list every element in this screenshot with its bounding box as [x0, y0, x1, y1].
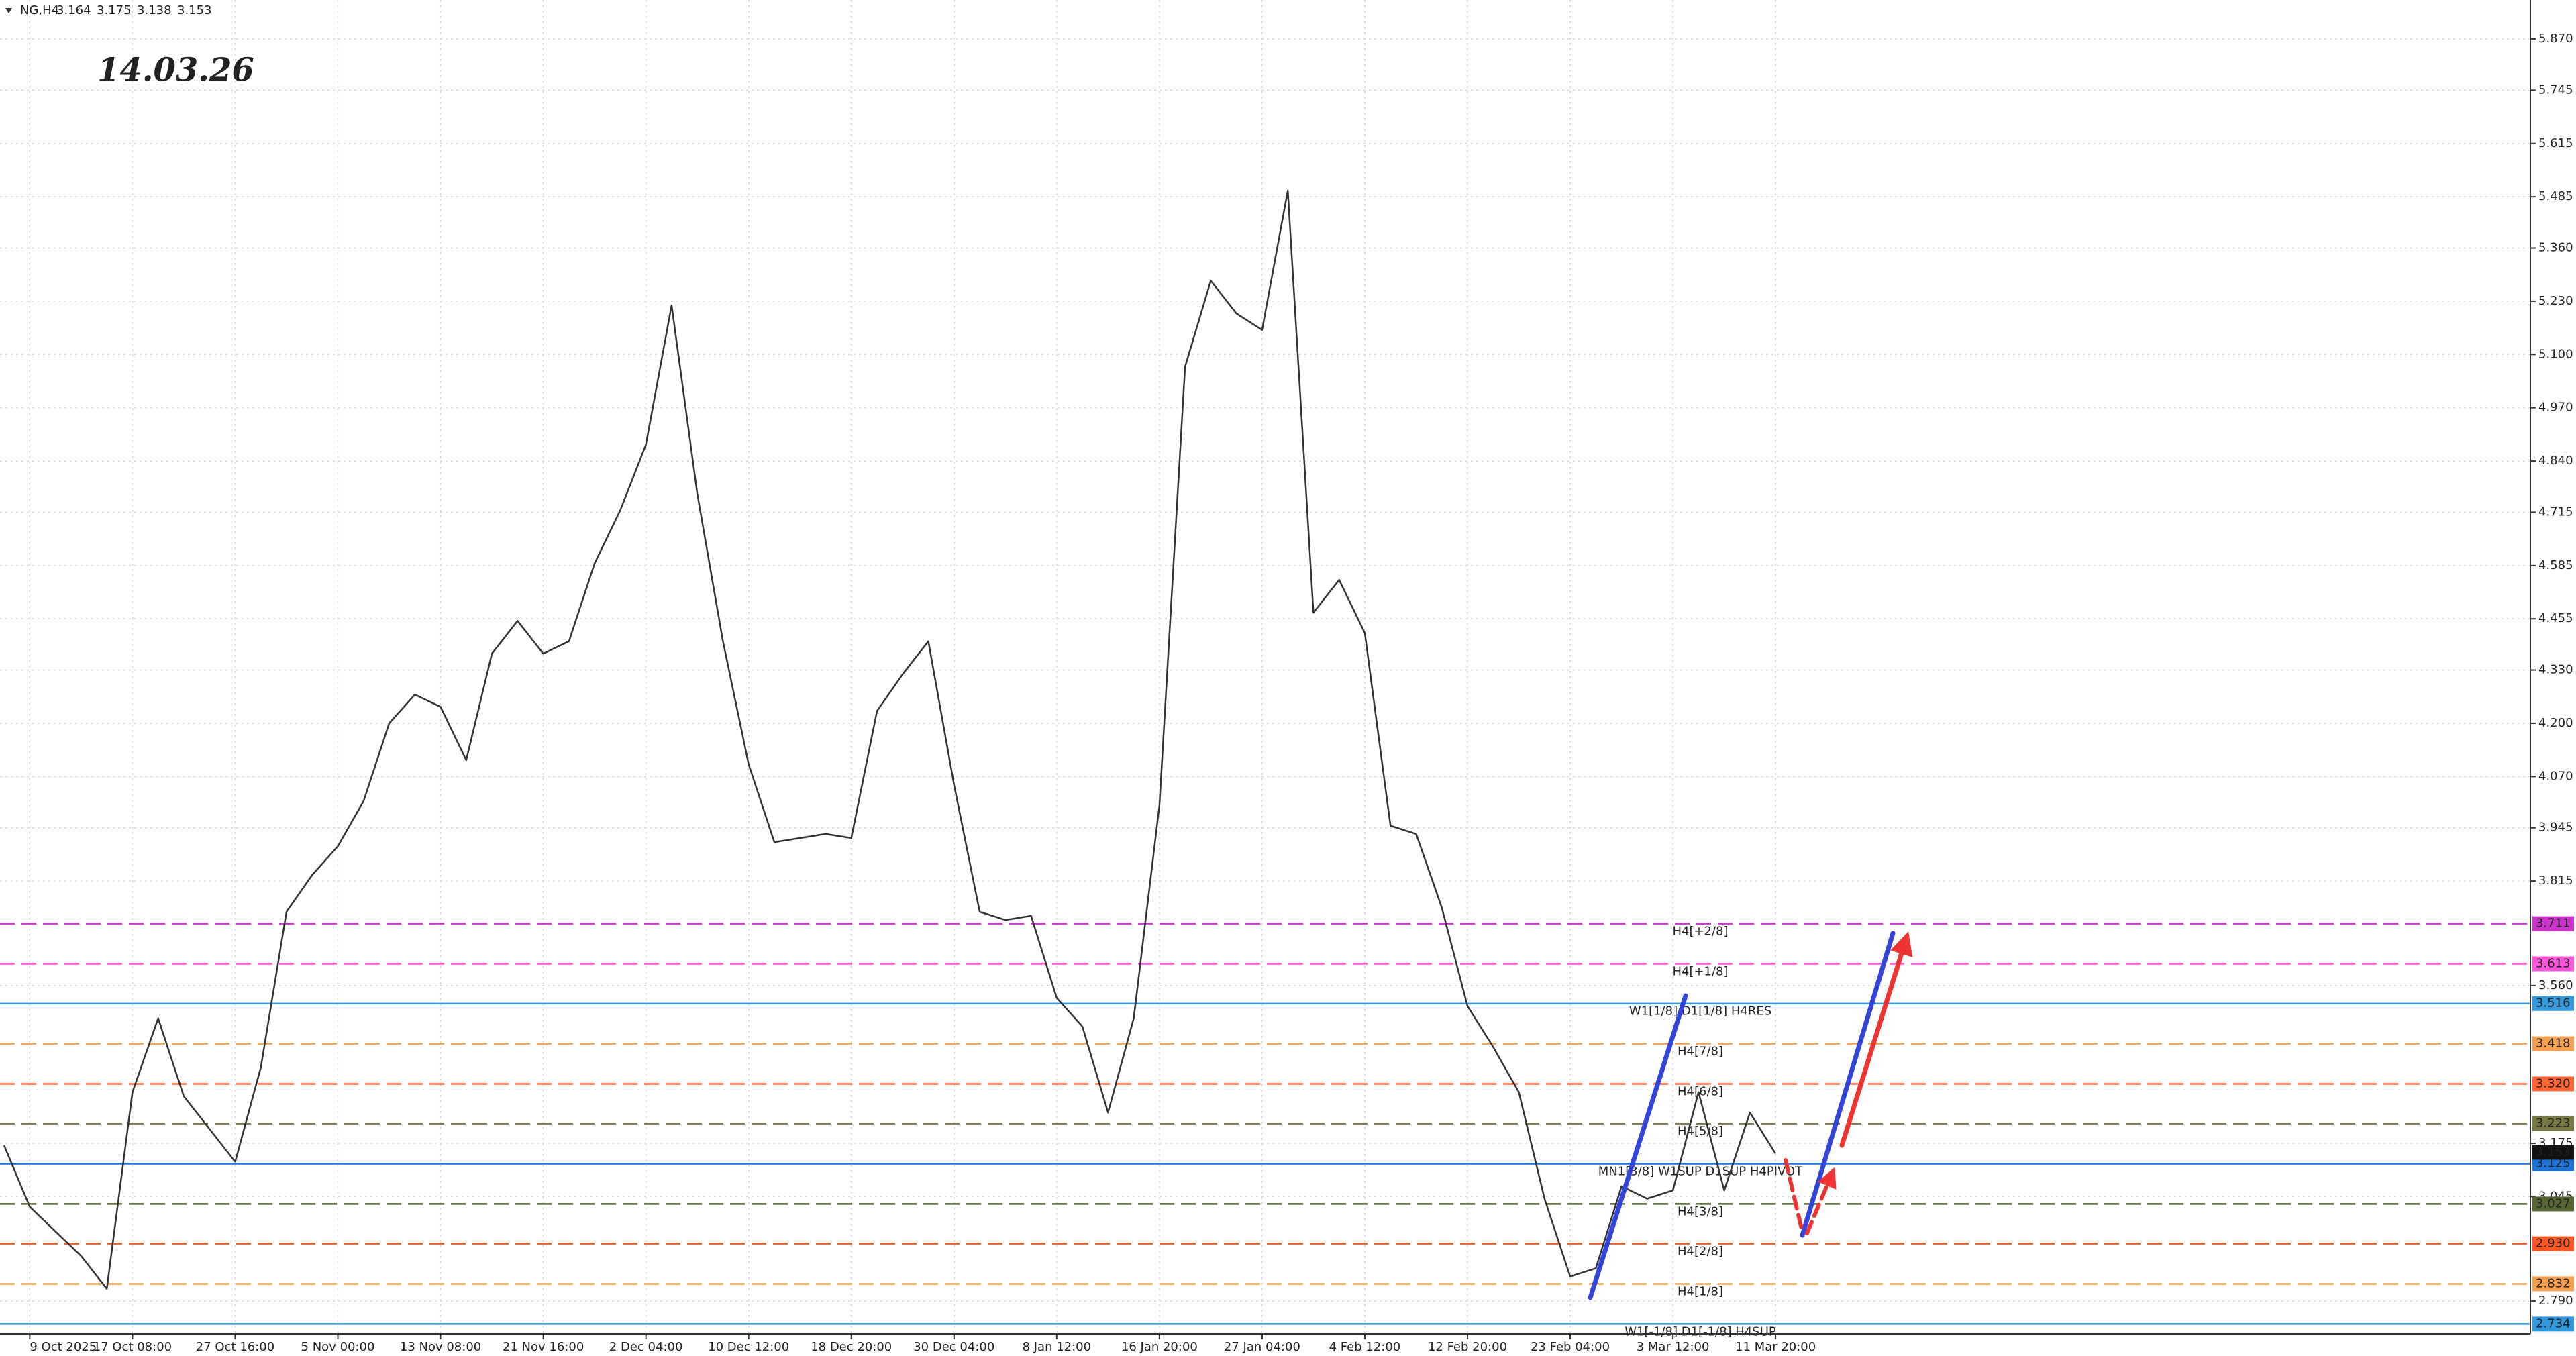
- y-tick-label: 5.100: [2538, 347, 2573, 361]
- y-tick-label: 4.715: [2538, 505, 2573, 519]
- price-tag-label: 3.320: [2536, 1076, 2571, 1090]
- price-tag-label: 3.613: [2536, 956, 2571, 970]
- level-label: H4[+1/8]: [1672, 964, 1728, 978]
- level-label: H4[6/8]: [1678, 1084, 1723, 1098]
- y-tick-label: 5.870: [2538, 32, 2573, 46]
- y-tick-label: 4.840: [2538, 454, 2573, 468]
- price-tag-label: 2.930: [2536, 1237, 2571, 1251]
- price-tag-label: 3.125: [2536, 1157, 2571, 1171]
- y-tick-label: 3.945: [2538, 821, 2573, 835]
- menu-triangle: [5, 8, 12, 13]
- x-tick-label: 3 Mar 12:00: [1637, 1340, 1710, 1354]
- level-label: H4[3/8]: [1678, 1204, 1723, 1218]
- x-tick-label: 9 Oct 2025: [30, 1340, 97, 1354]
- x-tick-label: 11 Mar 20:00: [1735, 1340, 1816, 1354]
- price-tag: [2532, 1156, 2574, 1171]
- price-tag: [2532, 1076, 2574, 1092]
- x-tick-label: 5 Nov 00:00: [301, 1340, 375, 1354]
- level-label: H4[2/8]: [1678, 1245, 1723, 1259]
- levels: H4[+2/8] H4[+1/8] W1[1/8] D1[1/8] H4RES H4[…: [0, 923, 2530, 1339]
- axes: 5.870 5.745 5.615 5.485 5.360 5.230 5.100 4.970…: [29, 32, 2574, 1354]
- price-tag-label: 3.223: [2536, 1116, 2571, 1131]
- price-tag-label: 2.832: [2536, 1276, 2571, 1290]
- x-tick-label: 18 Dec 20:00: [811, 1340, 892, 1354]
- last-price-label: 3.153: [2536, 1145, 2571, 1159]
- x-tick-label: 21 Nov 16:00: [503, 1340, 584, 1354]
- price-tag-label: 3.516: [2536, 996, 2571, 1010]
- price-tag: [2532, 1316, 2574, 1332]
- y-tick-label: 5.485: [2538, 189, 2573, 203]
- red-dashed-arrow: [1784, 1158, 1804, 1234]
- series: [3, 189, 1777, 1290]
- level-label: W1[1/8] D1[1/8] H4RES: [1629, 1004, 1771, 1019]
- price-tag: [2532, 996, 2574, 1011]
- price-tag-label: 3.711: [2536, 917, 2571, 931]
- level-label: H4[5/8]: [1678, 1125, 1723, 1139]
- x-tick-label: 13 Nov 08:00: [400, 1340, 481, 1354]
- x-tick-label: 10 Dec 12:00: [708, 1340, 789, 1354]
- blue-arrow-line: [1588, 993, 1688, 1300]
- price-tag-label: 2.734: [2536, 1316, 2571, 1331]
- x-tick-label: 27 Oct 16:00: [196, 1340, 274, 1354]
- level-label: H4[+2/8]: [1672, 925, 1728, 939]
- level-label: H4[1/8]: [1678, 1284, 1723, 1298]
- price-tag: [2532, 956, 2574, 972]
- price-tag: [2532, 1116, 2574, 1131]
- quote-high: 3.175: [97, 3, 132, 17]
- y-tick-label: 5.615: [2538, 136, 2573, 150]
- annotation-arrows: [1588, 931, 1913, 1300]
- price-tag: [2532, 1236, 2574, 1251]
- y-tick-label: 2.790: [2538, 1294, 2573, 1308]
- x-tick-label: 30 Dec 04:00: [913, 1340, 994, 1354]
- blue-arrow-line: [1800, 931, 1896, 1238]
- x-tick-label: 12 Feb 20:00: [1428, 1340, 1507, 1354]
- price-tag: [2532, 1276, 2574, 1292]
- symbol: NG,H4: [20, 3, 59, 17]
- price-tag: [2532, 916, 2574, 931]
- x-tick-label: 4 Feb 12:00: [1329, 1340, 1401, 1354]
- red-arrow: [1839, 931, 1913, 1148]
- y-tick-label: 3.560: [2538, 978, 2573, 992]
- y-tick-label: 4.070: [2538, 769, 2573, 783]
- x-tick-label: 8 Jan 12:00: [1023, 1340, 1092, 1354]
- x-tick-label: 23 Feb 04:00: [1531, 1340, 1610, 1354]
- level-label: MN1[3/8] W1SUP D1SUP H4PIVOT: [1598, 1165, 1803, 1179]
- level-label: W1[-1/8] D1[-1/8] H4SUP: [1625, 1324, 1776, 1339]
- y-tick-label: 5.360: [2538, 241, 2573, 255]
- quote-close: 3.153: [177, 3, 212, 17]
- x-tick-label: 16 Jan 20:00: [1121, 1340, 1198, 1354]
- price-tag-label: 3.027: [2536, 1196, 2571, 1210]
- red-dashed-arrow: [1805, 1167, 1837, 1235]
- y-tick-label: 4.455: [2538, 611, 2573, 625]
- price-line: [3, 189, 1777, 1290]
- quote-low: 3.138: [137, 3, 172, 17]
- last-price-tag: [2532, 1145, 2574, 1160]
- quote-open: 3.164: [56, 3, 91, 17]
- y-tick-label: 4.200: [2538, 716, 2573, 730]
- x-tick-label: 17 Oct 08:00: [93, 1340, 172, 1354]
- level-label: H4[7/8]: [1678, 1045, 1723, 1059]
- y-tick-label: 4.970: [2538, 401, 2573, 415]
- price-tag: [2532, 1196, 2574, 1212]
- y-tick-label: 4.585: [2538, 558, 2573, 572]
- y-tick-label: 5.745: [2538, 83, 2573, 97]
- price-tag-label: 3.418: [2536, 1037, 2571, 1051]
- date-annotation: 14.03.26: [97, 52, 254, 89]
- y-tick-label: 3.815: [2538, 874, 2573, 888]
- grid: [0, 0, 2530, 1334]
- y-tick-label: 5.230: [2538, 294, 2573, 308]
- y-tick-label: 4.330: [2538, 663, 2573, 677]
- x-tick-label: 27 Jan 04:00: [1224, 1340, 1300, 1354]
- x-tick-label: 2 Dec 04:00: [609, 1340, 683, 1354]
- price-tag: [2532, 1036, 2574, 1051]
